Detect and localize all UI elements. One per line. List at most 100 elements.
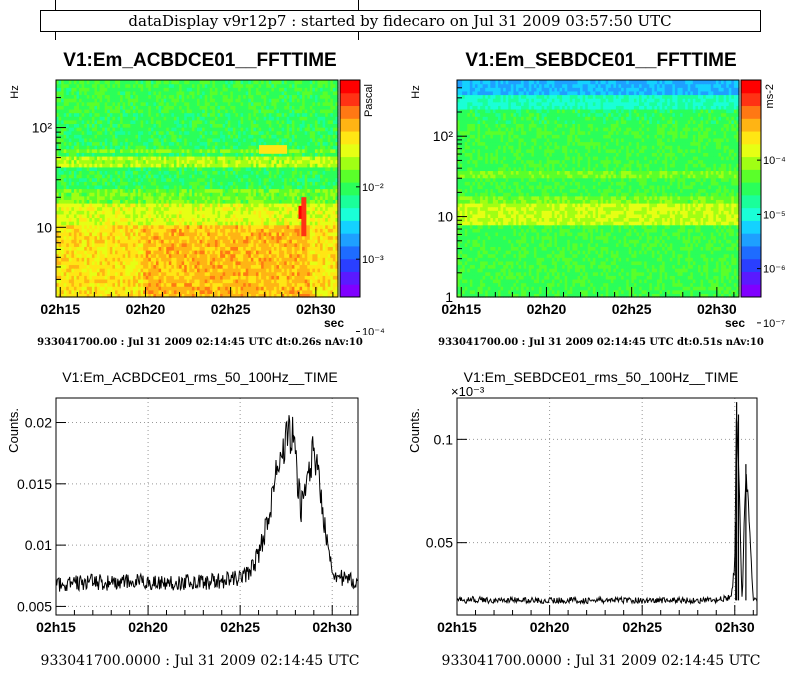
- spectrogram-cell: [176, 242, 180, 247]
- spectrogram-cell: [104, 206, 108, 211]
- spectrogram-cell: [89, 224, 93, 229]
- spectrogram-cell: [166, 260, 170, 266]
- spectrogram-cell: [330, 188, 334, 193]
- spectrogram-cell: [294, 184, 298, 190]
- spectrogram-cell: [104, 134, 108, 139]
- spectrogram-cell: [66, 228, 70, 233]
- spectrogram-cell: [220, 174, 224, 179]
- spectrogram-cell: [197, 152, 201, 157]
- spectrogram-cell: [258, 260, 262, 266]
- spectrogram-cell: [299, 199, 303, 204]
- spectrogram-cell: [309, 192, 313, 197]
- spectrogram-cell: [109, 278, 113, 284]
- spectrogram-cell: [312, 199, 316, 204]
- spectrogram-cell: [279, 224, 283, 229]
- spectrogram-cell: [322, 170, 326, 175]
- spectrogram-cell: [330, 145, 334, 150]
- spectrogram-cell: [330, 163, 334, 168]
- spectrogram-cell: [102, 210, 106, 215]
- spectrogram-cell: [286, 145, 290, 150]
- spectrogram-cell: [240, 163, 244, 168]
- spectrogram-cell: [217, 195, 221, 200]
- spectrogram-cell: [332, 249, 337, 255]
- spectrogram-cell: [314, 278, 319, 284]
- spectrogram-cell: [173, 145, 178, 150]
- spectrogram-cell: [127, 268, 131, 273]
- spectrogram-cell: [271, 246, 275, 251]
- spectrogram-cell: [166, 289, 170, 294]
- spectrogram-cell: [158, 289, 162, 294]
- spectrogram-cell: [194, 264, 198, 269]
- spectrogram-cell: [227, 249, 231, 255]
- spectrogram-cell: [314, 242, 319, 247]
- spectrogram-cell: [255, 249, 260, 255]
- spectrogram-cell: [86, 152, 90, 157]
- spectrogram-cell: [94, 213, 98, 219]
- spectrogram-cell: [86, 289, 90, 294]
- spectrogram-cell: [122, 148, 126, 153]
- spectrogram-cell: [243, 155, 247, 161]
- spectrogram-cell: [276, 163, 280, 168]
- spectrogram-cell: [273, 235, 278, 240]
- spectrogram-cell: [284, 289, 288, 294]
- spectrogram-cell: [155, 286, 160, 291]
- spectrogram-cell: [122, 210, 126, 215]
- spectrogram-cell: [335, 184, 339, 190]
- spectrogram-cell: [258, 199, 262, 204]
- spectrogram-cell: [263, 268, 267, 273]
- spectrogram-cell: [94, 134, 98, 139]
- spectrogram-cell: [176, 264, 180, 269]
- spectrogram-cell: [114, 246, 119, 251]
- spectrogram-cell: [238, 239, 242, 244]
- spectrogram-cell: [271, 271, 275, 276]
- spectrogram-cell: [117, 202, 121, 208]
- spectrogram-cell: [263, 231, 267, 237]
- spectrogram-cell: [56, 289, 60, 294]
- spectrogram-cell: [266, 184, 270, 190]
- spectrogram-cell: [176, 163, 180, 168]
- spectrogram-cell: [296, 289, 301, 294]
- spectrogram-cell: [314, 293, 319, 298]
- spectrogram-cell: [112, 264, 116, 269]
- spectrogram-cell: [217, 213, 221, 219]
- spectrogram-cell: [309, 239, 313, 244]
- spectrogram-cell: [255, 224, 260, 229]
- spectrogram-cell: [217, 181, 221, 186]
- spectrogram-cell: [230, 188, 234, 193]
- spectrogram-cell: [166, 152, 170, 157]
- spectrogram-cell: [89, 239, 93, 244]
- spectrogram-cell: [245, 188, 249, 193]
- spectrogram-cell: [291, 181, 296, 186]
- spectrogram-cell: [114, 253, 119, 258]
- spectrogram-cell: [281, 192, 285, 197]
- spectrogram-cell: [207, 137, 211, 143]
- spectrogram-cell: [248, 257, 252, 262]
- spectrogram-cell: [125, 195, 129, 200]
- spectrogram-cell: [250, 249, 254, 255]
- spectrogram-cell: [127, 141, 131, 146]
- spectrogram-cell: [66, 181, 70, 186]
- spectrogram-cell: [171, 137, 175, 143]
- spectrogram-cell: [63, 137, 67, 143]
- spectrogram-cell: [248, 217, 252, 222]
- spectrogram-cell: [225, 181, 229, 186]
- spectrogram-cell: [232, 145, 237, 150]
- spectrogram-cell: [140, 286, 144, 291]
- spectrogram-cell: [289, 155, 293, 161]
- spectrogram-cell: [148, 210, 152, 215]
- spectrogram-cell: [168, 181, 172, 186]
- spectrogram-cell: [304, 260, 308, 266]
- spectrogram-cell: [294, 163, 298, 168]
- spectrogram-cell: [97, 137, 101, 143]
- spectrogram-cell: [104, 231, 108, 237]
- spectrogram-cell: [204, 155, 208, 161]
- spectrogram-cell: [327, 253, 331, 258]
- spectrogram-cell: [194, 166, 198, 172]
- spectrogram-cell: [184, 217, 188, 222]
- spectrogram-cell: [61, 278, 65, 284]
- spectrogram-cell: [230, 286, 234, 291]
- spectrogram-cell: [220, 260, 224, 266]
- spectrogram-cell: [102, 195, 106, 200]
- spectrogram-cell: [58, 166, 62, 172]
